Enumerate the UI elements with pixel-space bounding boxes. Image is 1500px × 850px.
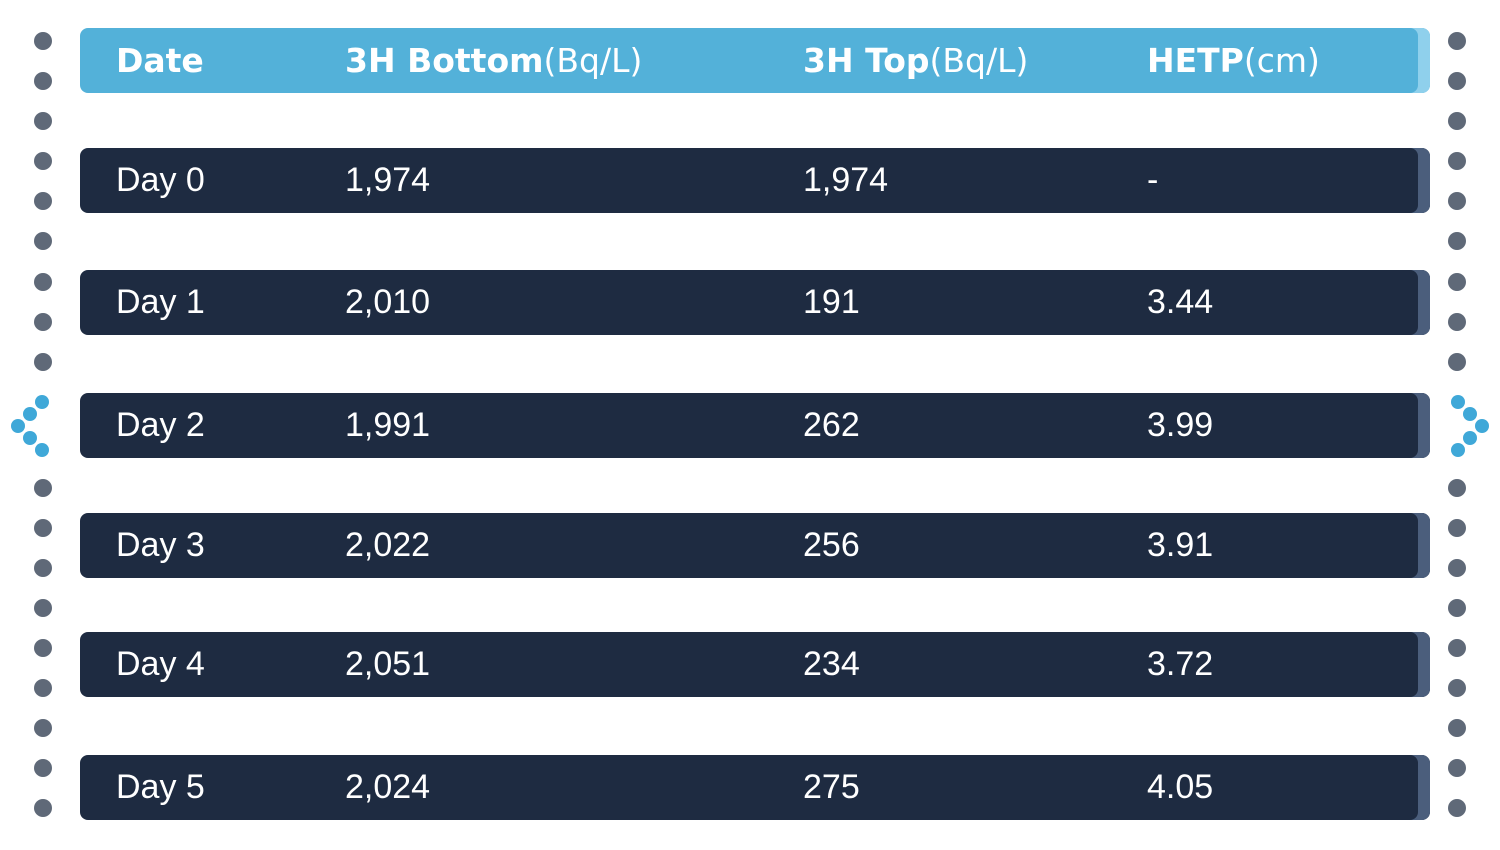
- table-cell: 3.72: [1147, 645, 1214, 683]
- dot: [1448, 479, 1466, 497]
- table-cell: Day 2: [116, 406, 205, 444]
- header-cell: HETP(cm): [1147, 28, 1320, 93]
- dot: [34, 72, 52, 90]
- dot: [1448, 719, 1466, 737]
- dot: [1448, 112, 1466, 130]
- dot: [1475, 419, 1489, 433]
- dot: [1448, 152, 1466, 170]
- dot: [1451, 443, 1465, 457]
- dot: [34, 192, 52, 210]
- dot: [1463, 407, 1477, 421]
- table-cell: 234: [803, 645, 860, 683]
- dot: [34, 232, 52, 250]
- dot: [23, 431, 37, 445]
- header-name: 3H Top: [803, 41, 930, 80]
- dot: [34, 152, 52, 170]
- table-row: Day 2 1,991 262 3.99: [80, 393, 1430, 458]
- dot: [1448, 72, 1466, 90]
- dot: [1448, 32, 1466, 50]
- dot: [1448, 679, 1466, 697]
- dot: [1448, 353, 1466, 371]
- header-name: 3H Bottom: [345, 41, 544, 80]
- dot: [34, 679, 52, 697]
- table-row: Day 3 2,022 256 3.91: [80, 513, 1430, 578]
- dot: [35, 395, 49, 409]
- header-unit: (Bq/L): [543, 41, 643, 80]
- table-cell: 3.91: [1147, 526, 1214, 564]
- table-cell: 2,010: [345, 283, 431, 321]
- table-cell: 275: [803, 768, 860, 806]
- header-unit: (cm): [1243, 41, 1320, 80]
- header-cell: 3H Top(Bq/L): [803, 28, 1028, 93]
- header-cell: Date: [116, 28, 204, 93]
- dot: [34, 479, 52, 497]
- header-unit: (Bq/L): [929, 41, 1029, 80]
- table-row: Day 4 2,051 234 3.72: [80, 632, 1430, 697]
- table-cell: 1,991: [345, 406, 431, 444]
- dot: [1448, 192, 1466, 210]
- table-cell: 2,051: [345, 645, 431, 683]
- table-cell: 4.05: [1147, 768, 1214, 806]
- table-cell: 3.44: [1147, 283, 1214, 321]
- table-cell: Day 3: [116, 526, 205, 564]
- dot: [34, 759, 52, 777]
- dot: [1448, 799, 1466, 817]
- table-cell: Day 4: [116, 645, 205, 683]
- table-row: Day 5 2,024 275 4.05: [80, 755, 1430, 820]
- header-name: HETP: [1147, 41, 1244, 80]
- table-cell: -: [1147, 161, 1159, 199]
- dot: [34, 353, 52, 371]
- dot: [1448, 273, 1466, 291]
- table-cell: 256: [803, 526, 860, 564]
- table-cell: 2,022: [345, 526, 431, 564]
- dot: [34, 719, 52, 737]
- dot: [34, 799, 52, 817]
- header-bar: Date 3H Bottom(Bq/L) 3H Top(Bq/L) HETP(cm): [80, 28, 1430, 93]
- dot: [34, 519, 52, 537]
- dot: [34, 273, 52, 291]
- table-cell: Day 1: [116, 283, 205, 321]
- table-cell: 1,974: [803, 161, 889, 199]
- dot: [1448, 519, 1466, 537]
- header-name: Date: [116, 41, 204, 80]
- header-cell: 3H Bottom(Bq/L): [345, 28, 642, 93]
- dot: [1463, 431, 1477, 445]
- table-cell: Day 0: [116, 161, 205, 199]
- dot: [34, 599, 52, 617]
- dot: [1448, 313, 1466, 331]
- dot: [1448, 559, 1466, 577]
- dot: [34, 639, 52, 657]
- dot: [1451, 395, 1465, 409]
- dot: [1448, 232, 1466, 250]
- dot: [11, 419, 25, 433]
- dot: [1448, 639, 1466, 657]
- table-cell: 2,024: [345, 768, 431, 806]
- table-cell: 1,974: [345, 161, 431, 199]
- dot: [34, 32, 52, 50]
- table-row: Day 0 1,974 1,974 -: [80, 148, 1430, 213]
- table-cell: 191: [803, 283, 860, 321]
- table-cell: 262: [803, 406, 860, 444]
- dot: [35, 443, 49, 457]
- table-cell: Day 5: [116, 768, 205, 806]
- dot: [34, 112, 52, 130]
- dot: [34, 313, 52, 331]
- dot: [1448, 599, 1466, 617]
- dot: [23, 407, 37, 421]
- table-row: Day 1 2,010 191 3.44: [80, 270, 1430, 335]
- dot: [1448, 759, 1466, 777]
- dot: [34, 559, 52, 577]
- table-cell: 3.99: [1147, 406, 1214, 444]
